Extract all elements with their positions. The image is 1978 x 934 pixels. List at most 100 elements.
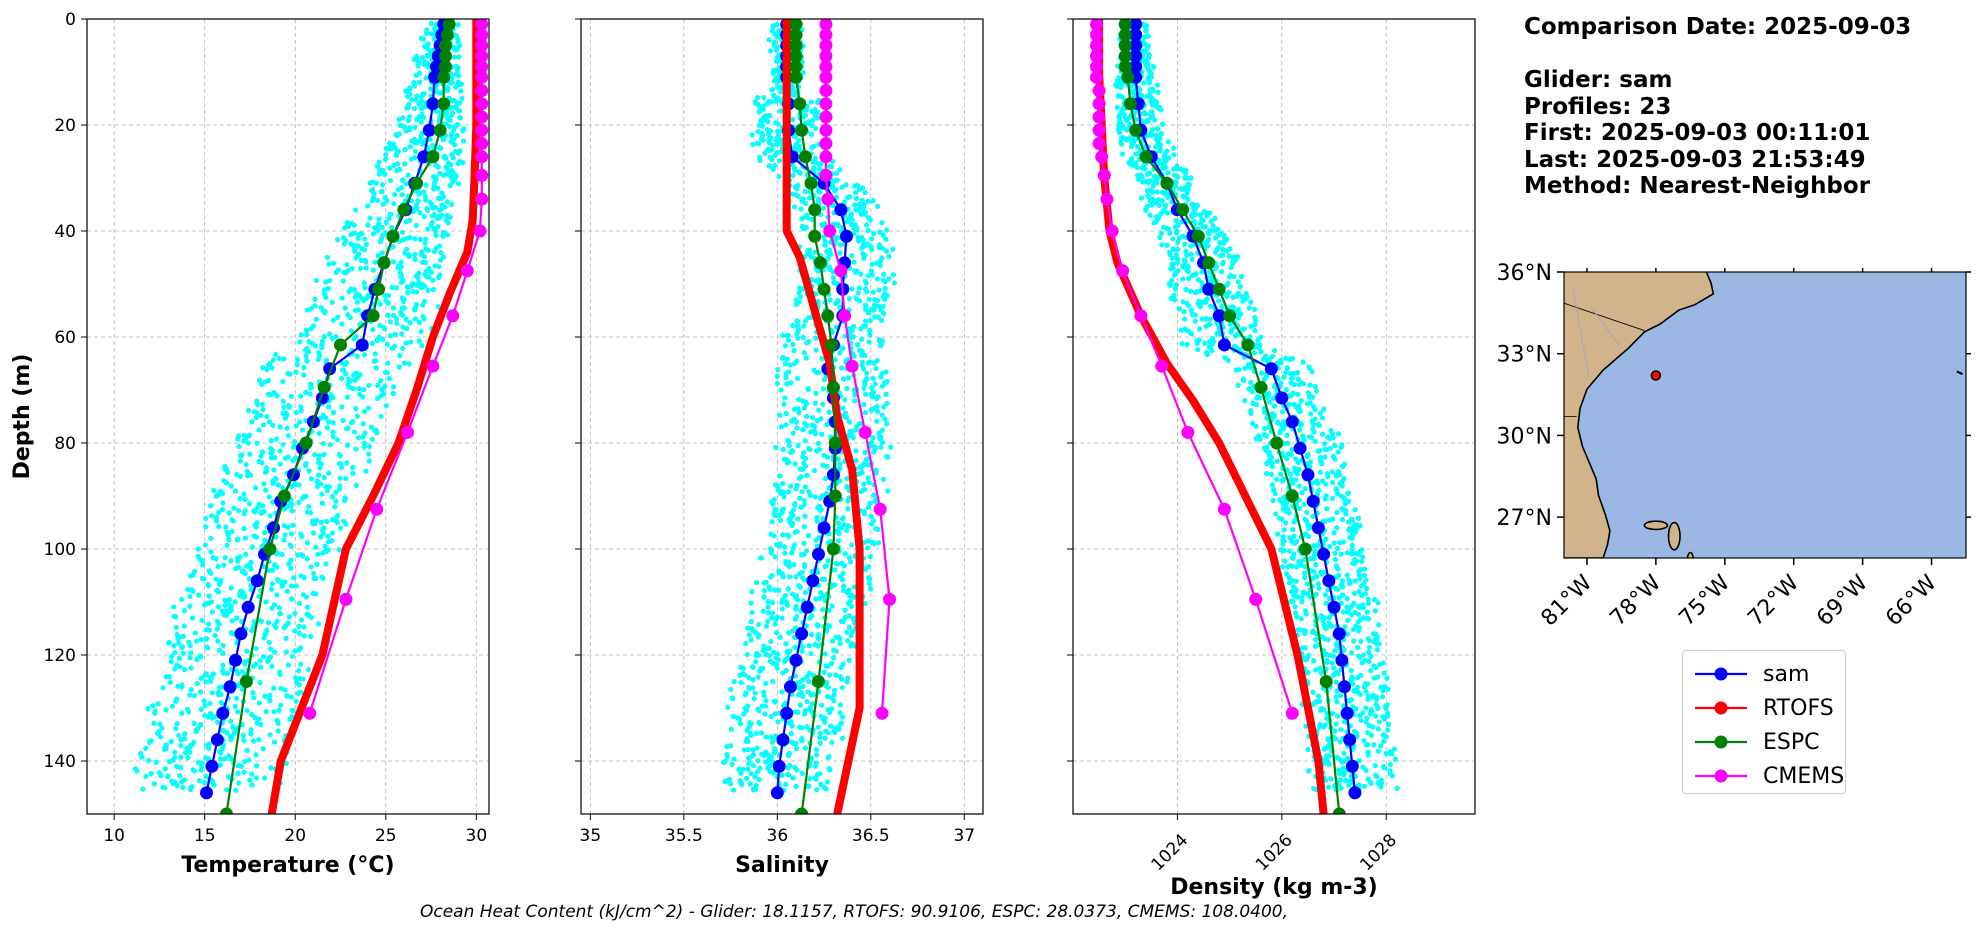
scatter-point xyxy=(1371,597,1378,603)
scatter-point xyxy=(437,257,444,263)
plot-area xyxy=(720,19,897,814)
scatter-point xyxy=(1266,399,1273,405)
scatter-point xyxy=(415,63,421,69)
scatter-point xyxy=(187,593,193,600)
scatter-point xyxy=(1231,273,1237,280)
scatter-point xyxy=(304,358,310,364)
scatter-point xyxy=(342,305,348,311)
scatter-point xyxy=(1167,230,1173,236)
scatter-point xyxy=(174,783,180,789)
scatter-point xyxy=(754,769,760,775)
scatter-point xyxy=(420,302,426,308)
scatter-point xyxy=(1146,132,1152,138)
scatter-point xyxy=(810,117,816,123)
scatter-point xyxy=(430,205,436,211)
data-marker xyxy=(442,19,456,31)
data-marker xyxy=(858,425,872,439)
scatter-point xyxy=(296,499,302,506)
data-marker xyxy=(386,229,400,243)
scatter-point xyxy=(188,665,194,671)
scatter-point xyxy=(376,216,382,222)
scatter-point xyxy=(793,783,799,789)
scatter-point xyxy=(863,222,870,228)
data-marker xyxy=(475,137,489,151)
scatter-point xyxy=(1287,562,1293,569)
scatter-point xyxy=(743,640,749,646)
scatter-point xyxy=(151,720,157,726)
scatter-point xyxy=(252,485,259,491)
scatter-point xyxy=(1208,218,1214,224)
scatter-point xyxy=(1309,369,1315,375)
scatter-point xyxy=(307,391,313,397)
scatter-point xyxy=(1307,556,1314,562)
scatter-point xyxy=(215,604,222,610)
scatter-point xyxy=(406,91,412,97)
scatter-point xyxy=(143,773,149,780)
scatter-point xyxy=(759,703,766,709)
scatter-point xyxy=(248,587,254,593)
scatter-point xyxy=(438,90,444,96)
scatter-point xyxy=(296,668,302,674)
scatter-point xyxy=(440,233,446,239)
scatter-point xyxy=(1174,228,1180,234)
scatter-point xyxy=(1155,126,1161,132)
scatter-point xyxy=(289,501,295,508)
scatter-point xyxy=(875,297,881,304)
scatter-point xyxy=(1286,548,1292,554)
scatter-point xyxy=(347,385,353,391)
data-marker xyxy=(793,97,807,111)
data-marker xyxy=(798,150,812,164)
data-marker xyxy=(789,653,803,667)
scatter-point xyxy=(222,555,228,561)
scatter-point xyxy=(779,599,785,606)
scatter-point xyxy=(1316,487,1322,494)
scatter-point xyxy=(281,404,287,410)
scatter-point xyxy=(871,231,877,237)
scatter-point xyxy=(871,302,877,308)
scatter-point xyxy=(761,753,767,759)
scatter-point xyxy=(386,216,392,222)
scatter-point xyxy=(770,610,776,616)
scatter-point xyxy=(862,449,868,455)
y-tick-label: 20 xyxy=(54,116,76,136)
scatter-point xyxy=(420,114,427,120)
scatter-point xyxy=(1280,477,1286,484)
scatter-point xyxy=(449,112,455,118)
data-marker xyxy=(789,19,803,31)
scatter-point xyxy=(1221,240,1227,246)
scatter-point xyxy=(249,627,255,634)
scatter-point xyxy=(784,381,790,387)
scatter-point xyxy=(809,131,815,138)
scatter-point xyxy=(221,562,227,568)
scatter-point xyxy=(332,504,338,510)
scatter-point xyxy=(304,348,310,354)
scatter-point xyxy=(1160,224,1167,230)
scatter-point xyxy=(842,551,848,557)
scatter-point xyxy=(218,691,224,698)
scatter-point xyxy=(448,139,454,145)
scatter-point xyxy=(350,470,356,476)
scatter-point xyxy=(228,558,234,564)
scatter-point xyxy=(318,519,324,525)
scatter-point xyxy=(777,541,783,547)
scatter-point xyxy=(352,294,358,300)
scatter-point xyxy=(254,440,260,446)
scatter-point xyxy=(813,747,820,753)
scatter-point xyxy=(168,653,175,660)
scatter-point xyxy=(400,324,406,330)
scatter-point xyxy=(243,551,249,557)
y-ticks xyxy=(575,18,581,762)
scatter-point xyxy=(365,405,372,411)
scatter-point xyxy=(1190,205,1196,211)
scatter-point xyxy=(347,315,353,321)
scatter-point xyxy=(846,419,853,425)
scatter-point xyxy=(766,135,773,141)
scatter-point xyxy=(1150,183,1156,189)
scatter-point xyxy=(770,166,776,172)
scatter-point xyxy=(369,340,375,346)
scatter-point xyxy=(315,621,322,627)
scatter-point xyxy=(379,250,385,256)
scatter-point xyxy=(837,461,843,467)
scatter-point xyxy=(816,370,822,376)
scatter-point xyxy=(824,693,831,700)
